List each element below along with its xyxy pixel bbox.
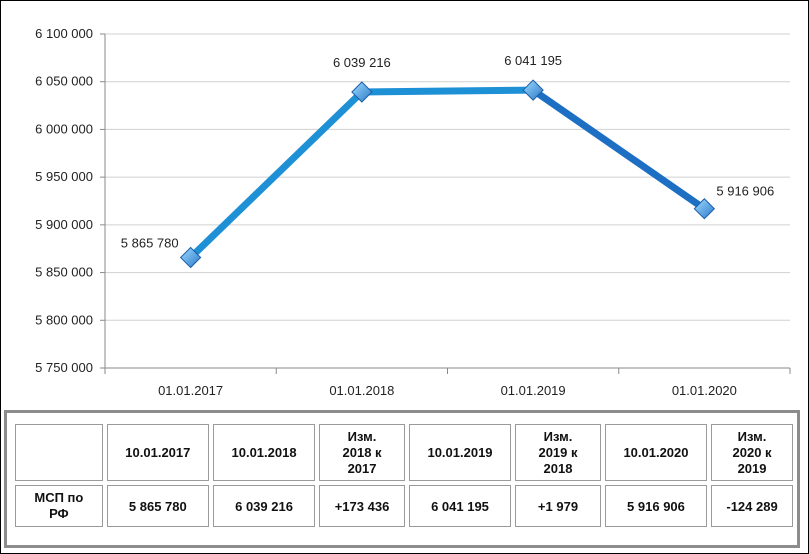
change-cell-2019: +1 979 <box>515 485 601 527</box>
row-label-cell: МСП по РФ <box>15 485 103 527</box>
header-cell-10-01-2020: 10.01.2020 <box>604 424 708 481</box>
data-point-marker <box>522 79 544 101</box>
series-line <box>187 86 708 262</box>
series-line-segment <box>187 88 366 262</box>
data-label: 6 039 216 <box>333 55 391 70</box>
header-cell-10-01-2017: 10.01.2017 <box>106 424 209 481</box>
series-line-segment <box>529 86 708 213</box>
change-cell-2020: -124 289 <box>711 485 793 527</box>
y-tick-label: 5 850 000 <box>35 265 93 280</box>
header-cell-change-2019: Изм. 2019 к 2018 <box>515 424 601 481</box>
x-tick-label: 01.01.2018 <box>329 383 394 398</box>
data-labels: 5 865 780 6 039 216 6 041 195 5 916 906 <box>121 53 774 250</box>
data-point-marker <box>179 246 202 269</box>
value-cell-2019: 6 041 195 <box>408 485 512 527</box>
table-data-row: МСП по РФ 5 865 780 6 039 216 +173 436 6… <box>15 485 793 527</box>
y-tick-label: 5 900 000 <box>35 217 93 232</box>
axes <box>100 33 791 374</box>
y-tick-labels: 5 750 000 5 800 000 5 850 000 5 900 000 5 95… <box>35 26 93 375</box>
value-cell-2020: 5 916 906 <box>604 485 708 527</box>
y-tick-label: 5 800 000 <box>35 312 93 327</box>
header-cell-10-01-2019: 10.01.2019 <box>408 424 512 481</box>
value-cell-2017: 5 865 780 <box>106 485 209 527</box>
data-label: 5 865 780 <box>121 236 179 251</box>
x-tick-label: 01.01.2020 <box>672 383 737 398</box>
header-cell-10-01-2018: 10.01.2018 <box>212 424 316 481</box>
data-label: 5 916 906 <box>716 184 774 199</box>
value-cell-2018: 6 039 216 <box>212 485 316 527</box>
data-label: 6 041 195 <box>504 53 562 68</box>
y-tick-label: 6 050 000 <box>35 74 93 89</box>
data-point-marker <box>351 81 373 103</box>
y-tick-label: 5 950 000 <box>35 169 93 184</box>
x-tick-labels: 01.01.2017 01.01.2018 01.01.2019 01.01.2020 <box>158 383 737 398</box>
header-cell-empty <box>15 424 103 481</box>
data-table: 10.01.2017 10.01.2018 Изм. 2018 к 2017 1… <box>11 420 797 531</box>
y-tick-label: 6 000 000 <box>35 121 93 136</box>
data-point-marker <box>693 198 716 220</box>
series-line-segment <box>358 86 537 96</box>
header-cell-change-2018: Изм. 2018 к 2017 <box>319 424 405 481</box>
y-tick-label: 6 100 000 <box>35 26 93 41</box>
table-header-row: 10.01.2017 10.01.2018 Изм. 2018 к 2017 1… <box>15 424 793 481</box>
data-table-box: 10.01.2017 10.01.2018 Изм. 2018 к 2017 1… <box>4 410 800 548</box>
header-cell-change-2020: Изм. 2020 к 2019 <box>711 424 793 481</box>
x-tick-label: 01.01.2017 <box>158 383 223 398</box>
y-tick-label: 5 750 000 <box>35 360 93 375</box>
series-markers <box>179 79 716 269</box>
gridlines <box>105 33 790 321</box>
x-tick-label: 01.01.2019 <box>501 383 566 398</box>
change-cell-2018: +173 436 <box>319 485 405 527</box>
line-chart: 5 750 000 5 800 000 5 850 000 5 900 000 5 95… <box>35 26 791 398</box>
